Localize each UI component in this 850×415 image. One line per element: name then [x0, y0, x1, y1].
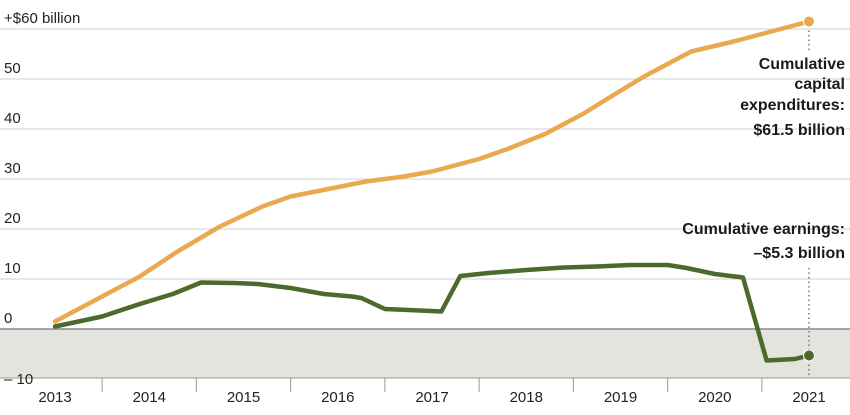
y-tick-label: +$60 billion: [4, 10, 80, 27]
x-tick-label: 2018: [510, 389, 543, 406]
earnings-annotation-line-1: Cumulative earnings:: [682, 221, 845, 238]
gridlines: [0, 28, 850, 280]
y-tick-label: 0: [4, 310, 12, 327]
x-tick-label: 2016: [321, 389, 354, 406]
x-axis-tick-labels: 2013 2014 2015 2016 2017 2018 2019 2020 2021: [38, 389, 825, 406]
earnings-end-marker: [803, 349, 815, 362]
y-axis-tick-labels: +$60 billion 50 40 30 20 10 0 – 10: [4, 10, 80, 388]
y-tick-label: 50: [4, 60, 21, 77]
y-tick-label: 20: [4, 210, 21, 227]
capex-end-marker: [803, 15, 815, 28]
x-tick-label: 2014: [133, 389, 166, 406]
x-tick-label: 2021: [792, 389, 825, 406]
y-tick-label: 40: [4, 110, 21, 127]
capex-series-line: [52, 19, 812, 324]
x-tick-label: 2017: [415, 389, 448, 406]
y-tick-label: 10: [4, 260, 21, 277]
y-tick-label: – 10: [4, 371, 33, 388]
x-axis-dividers: [101, 378, 763, 392]
earnings-series-line: [52, 262, 812, 363]
y-tick-label: 30: [4, 160, 21, 177]
earnings-annotation-line-2: –$5.3 billion: [753, 245, 845, 262]
negative-region: [0, 329, 850, 378]
capex-annotation-line-1: Cumulative: [759, 56, 845, 73]
x-tick-label: 2013: [38, 389, 71, 406]
capex-annotation-line-4: $61.5 billion: [753, 122, 845, 139]
capex-annotation-line-3: expenditures:: [740, 97, 845, 114]
x-tick-label: 2019: [604, 389, 637, 406]
x-tick-label: 2020: [698, 389, 731, 406]
capex-annotation-line-2: capital: [794, 76, 845, 93]
x-tick-label: 2015: [227, 389, 260, 406]
